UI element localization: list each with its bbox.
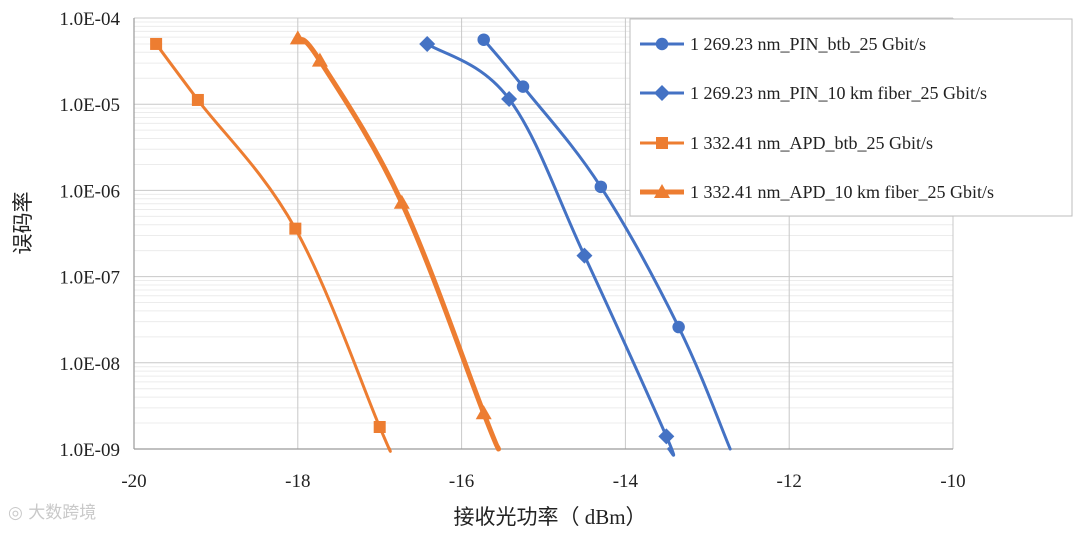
series-line [154,42,392,453]
legend-label: 1 332.41 nm_APD_btb_25 Gbit/s [690,133,933,153]
legend-swatch-marker [654,184,670,198]
y-tick-labels: 1.0E-04 1.0E-05 1.0E-06 1.0E-07 1.0E-08 1.0E-… [59,9,120,461]
series-layer [150,30,732,457]
x-tick-label: -18 [285,471,310,492]
data-point [576,247,593,264]
data-point [658,428,675,445]
series-2 [419,35,676,457]
legend-box [629,18,1073,217]
y-tick-label: 1.0E-04 [59,9,120,30]
legend-swatch-marker [655,37,669,51]
series-3 [150,37,392,453]
data-point [373,420,386,433]
data-point [475,405,492,420]
data-point [393,194,410,209]
data-point [289,222,302,235]
legend-item: 1 332.41 nm_APD_btb_25 Gbit/s [640,133,933,153]
legend-swatch-marker [656,137,668,149]
data-point [594,180,608,194]
x-tick-label: -20 [121,471,146,492]
data-point [289,30,306,45]
data-point [311,52,328,67]
x-tick-label: -16 [449,471,474,492]
series-line [295,35,501,452]
data-point [516,80,530,93]
data-point [191,93,204,106]
y-tick-label: 1.0E-07 [59,268,120,289]
watermark-text: 大数跨境 [28,503,97,523]
x-tick-label: -10 [940,471,965,492]
watermark-icon: ◎ [8,503,29,523]
axes [133,18,953,450]
series-4 [289,30,501,452]
x-tick-label: -14 [613,471,639,492]
legend-swatch-marker [654,85,670,101]
series-1 [477,33,732,451]
data-point [150,37,163,50]
y-tick-label: 1.0E-08 [59,354,120,375]
y-tick-label: 1.0E-05 [59,95,120,116]
x-tick-labels: -20 -18 -16 -14 -12 -10 [121,471,965,492]
legend: 1 269.23 nm_PIN_btb_25 Gbit/s 1 269.23 nm… [629,18,1073,217]
y-tick-label: 1.0E-06 [59,181,120,202]
data-point [419,35,436,52]
legend-item: 1 332.41 nm_APD_10 km fiber_25 Gbit/s [640,182,994,202]
legend-item: 1 269.23 nm_PIN_btb_25 Gbit/s [640,34,926,54]
y-axis-title: 误码率 [11,192,35,255]
legend-label: 1 269.23 nm_PIN_10 km fiber_25 Gbit/s [690,83,987,103]
legend-label: 1 269.23 nm_PIN_btb_25 Gbit/s [690,34,926,54]
x-axis-title: 接收光功率（ dBm） [453,505,646,529]
legend-label: 1 332.41 nm_APD_10 km fiber_25 Gbit/s [690,182,994,202]
legend-item: 1 269.23 nm_PIN_10 km fiber_25 Gbit/s [640,83,987,103]
data-point [501,90,518,107]
data-point [477,33,490,46]
x-tick-label: -12 [777,471,802,492]
y-tick-label: 1.0E-09 [59,440,120,461]
watermark: ◎ 大数跨境 [8,498,96,523]
data-point [672,320,685,334]
